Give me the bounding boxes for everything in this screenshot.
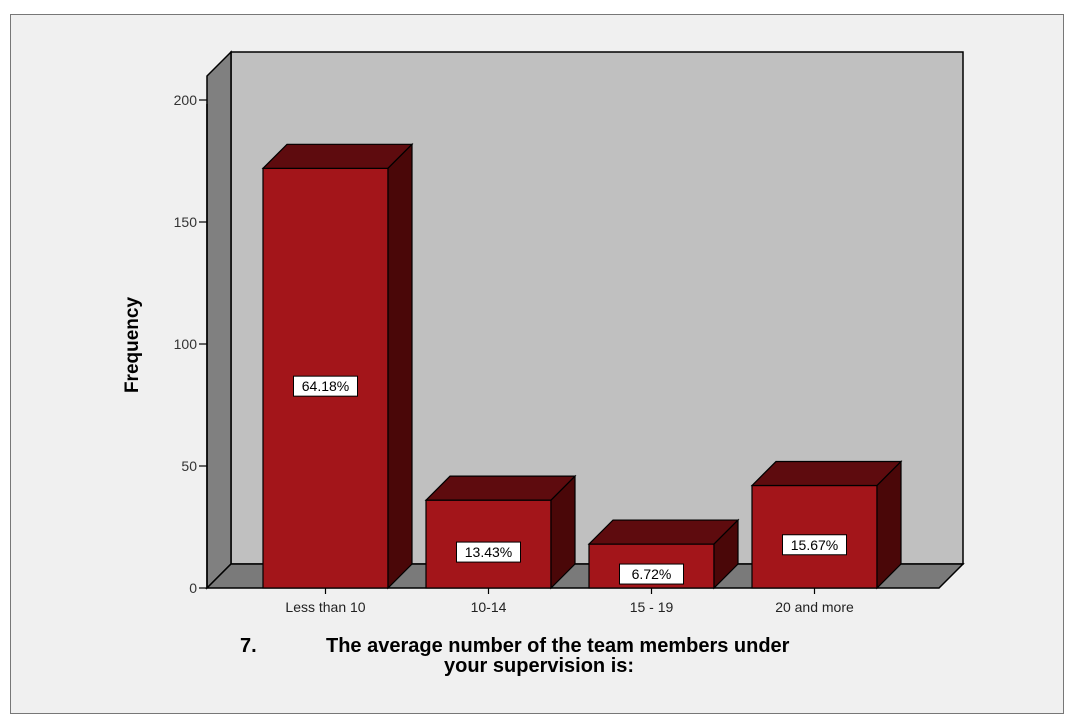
bar-side-3: [876, 460, 902, 590]
chart-title-line-2: your supervision is:: [444, 655, 635, 677]
bar-side-0: [387, 142, 413, 590]
y-axis: 0 50 100 150 200: [174, 92, 208, 596]
data-label-text-2: 6.72%: [632, 566, 672, 582]
data-label-2: 6.72%: [619, 563, 684, 585]
data-label-text-1: 13.43%: [465, 544, 512, 560]
bar-1: 13.43%: [424, 474, 577, 590]
chart-title-line-1: The average number of the team members u…: [326, 635, 790, 657]
data-label-text-3: 15.67%: [791, 537, 838, 553]
bar-3: 15.67%: [750, 460, 903, 590]
chart-title-number: 7.: [240, 635, 257, 657]
y-tick-label-2: 100: [174, 336, 198, 352]
x-tick-label-1: 10-14: [471, 599, 507, 615]
bar-top-3: [750, 460, 903, 487]
bar-side-1: [550, 474, 576, 590]
y-tick-label-1: 50: [181, 458, 197, 474]
bar-0: 64.18%: [261, 142, 414, 590]
data-label-box-2: [619, 563, 684, 585]
bar-top-0: [261, 143, 414, 169]
left-wall: [206, 50, 232, 590]
data-label-3: 15.67%: [782, 534, 847, 556]
x-tick-label-0: Less than 10: [285, 599, 365, 615]
bar-top-1: [424, 475, 577, 501]
data-label-box-1: [456, 541, 521, 563]
y-tick-label-0: 0: [189, 580, 197, 596]
x-tick-label-3: 20 and more: [775, 599, 854, 615]
x-axis: Less than 10 10-14 15 - 19 20 and more: [285, 588, 854, 615]
data-label-box-3: [782, 534, 847, 556]
y-axis-title: Frequency: [122, 297, 143, 394]
bar-top-2: [587, 519, 740, 545]
data-label-box-0: [293, 375, 358, 397]
data-label-1: 13.43%: [456, 541, 521, 563]
y-tick-label-3: 150: [174, 214, 198, 230]
x-tick-label-2: 15 - 19: [630, 599, 674, 615]
data-label-text-0: 64.18%: [302, 378, 349, 394]
data-label-0: 64.18%: [293, 375, 358, 397]
y-tick-label-4: 200: [174, 92, 198, 108]
bar-2: 6.72%: [587, 518, 740, 590]
bar-side-2: [713, 518, 739, 590]
bar-series: 64.18% 13.43% 6.72% 15.67%: [261, 142, 903, 590]
